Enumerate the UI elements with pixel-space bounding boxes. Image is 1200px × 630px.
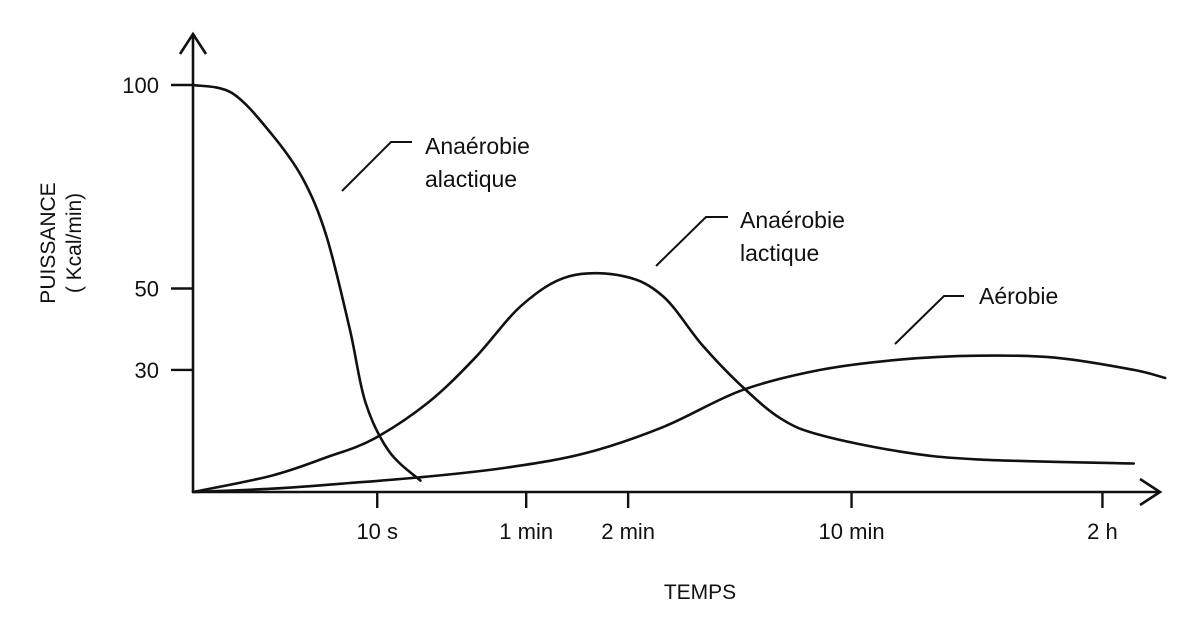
ticks: 100 50 30 10 s 1 min 2 min 10 min 2 h (122, 73, 1117, 544)
x-axis-arrow (1139, 477, 1163, 507)
y-axis-title-line2: ( Kcal/min) (63, 193, 86, 293)
axes (178, 31, 1163, 507)
x-tick-label: 2 h (1087, 519, 1118, 544)
curves (191, 83, 1167, 494)
y-tick-label: 100 (122, 73, 159, 98)
y-axis-arrow (178, 31, 208, 55)
leader-line (655, 216, 728, 267)
curve-aerobie (191, 354, 1167, 494)
series-labels: Anaérobie alactique Anaérobie lactique Aérob… (341, 133, 1058, 345)
y-tick-label: 30 (135, 358, 159, 383)
curve-anaerobie-alactique (191, 83, 422, 482)
x-axis-title: TEMPS (664, 581, 736, 604)
y-tick-label: 50 (135, 277, 159, 302)
x-tick-label: 2 min (601, 519, 655, 544)
leader-line (341, 141, 412, 192)
x-tick-label: 1 min (499, 519, 553, 544)
x-tick-label: 10 s (356, 519, 398, 544)
leader-line (894, 295, 964, 345)
label-anaerobie-lactique: lactique (740, 240, 819, 266)
label-anaerobie-alactique: alactique (425, 166, 517, 192)
curve-anaerobie-lactique (191, 271, 1136, 494)
y-axis-title-line1: PUISSANCE (37, 182, 60, 303)
label-aerobie: Aérobie (979, 283, 1058, 309)
label-anaerobie-alactique: Anaérobie (425, 133, 530, 159)
y-axis-title: PUISSANCE( Kcal/min) (37, 182, 86, 303)
x-tick-label: 10 min (819, 519, 885, 544)
label-anaerobie-lactique: Anaérobie (740, 207, 845, 233)
